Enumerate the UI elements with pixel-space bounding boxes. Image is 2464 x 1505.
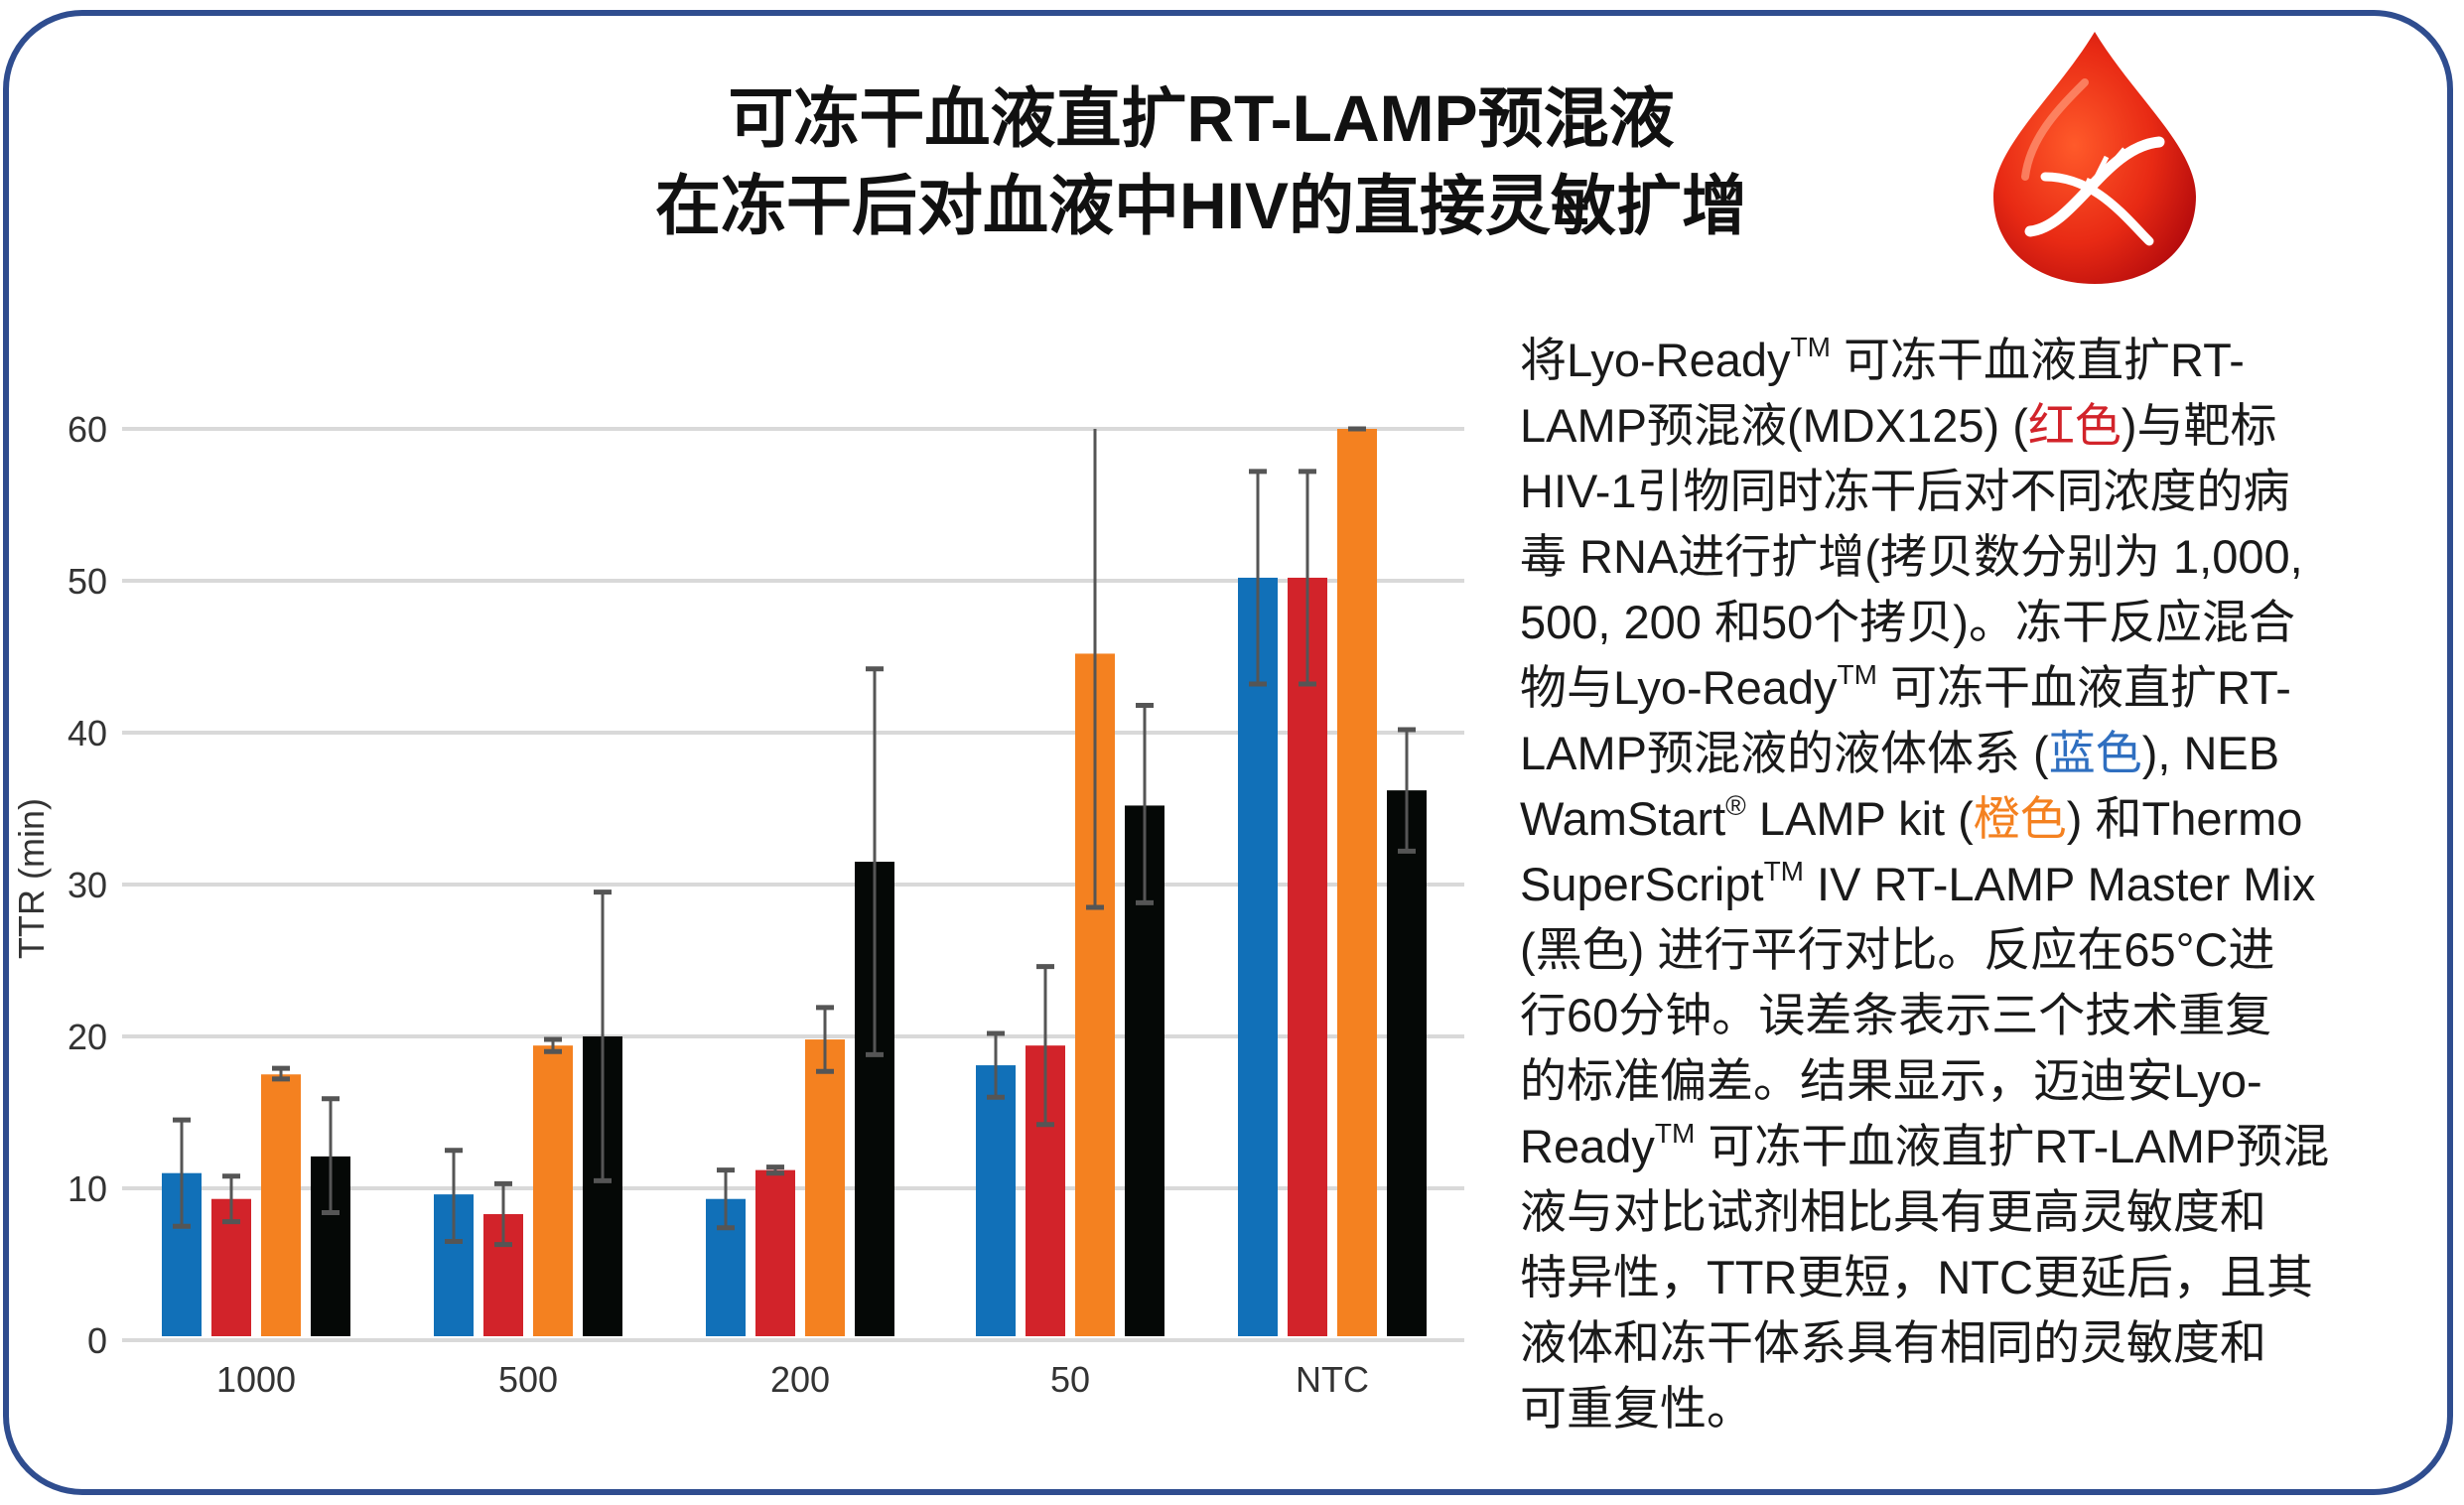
title-line-2: 在冻干后对血液中HIV的直接灵敏扩增	[654, 169, 1748, 242]
text-segment: 特异性，TTR更短，NTC更延后，且其	[1520, 1251, 2313, 1303]
superscript-mark: ®	[1725, 790, 1746, 821]
superscript-mark: TM	[1790, 332, 1831, 362]
paragraph-line: 特异性，TTR更短，NTC更延后，且其	[1520, 1245, 2453, 1310]
paragraph-line: 液体和冻干体系具有相同的灵敏度和	[1520, 1310, 2453, 1376]
text-segment: 可冻干血液直扩RT-	[1876, 661, 2291, 714]
bar	[1238, 577, 1278, 1336]
text-segment: HIV-1引物同时冻干后对不同浓度的病	[1520, 465, 2290, 517]
y-tick-label: 60	[68, 409, 107, 450]
bar	[1337, 429, 1377, 1336]
paragraph-line: WamStart® LAMP kit (橙色) 和Thermo	[1520, 786, 2453, 852]
x-tick-label: 50	[1050, 1359, 1090, 1400]
paragraph-line: 500, 200 和50个拷贝)。冻干反应混合	[1520, 590, 2453, 655]
text-segment: 液与对比试剂相比具有更高灵敏度和	[1520, 1185, 2266, 1238]
bar	[1288, 577, 1327, 1336]
y-tick-labels: 0 10 20 30 40 50 60	[68, 409, 107, 1361]
paragraph-line: 的标准偏差。结果显示，迈迪安Lyo-	[1520, 1048, 2453, 1114]
title-line-1: 可冻干血液直扩RT-LAMP预混液	[728, 81, 1675, 155]
text-segment: 液体和冻干体系具有相同的灵敏度和	[1520, 1316, 2266, 1369]
paragraph-line: 可重复性。	[1520, 1376, 2453, 1441]
paragraph-line: SuperScriptTM IV RT-LAMP Master Mix	[1520, 852, 2453, 917]
color-keyword: 蓝色	[2048, 727, 2142, 779]
x-tick-label: NTC	[1296, 1359, 1369, 1400]
text-segment: 行60分钟。误差条表示三个技术重复	[1520, 989, 2272, 1041]
error-bars	[173, 426, 1416, 1248]
text-segment: 可冻干血液直扩RT-	[1830, 334, 2245, 386]
bar	[755, 1169, 795, 1336]
paragraph-line: 物与Lyo-ReadyTM 可冻干血液直扩RT-	[1520, 655, 2453, 721]
text-segment: 毒 RNA进行扩增(拷贝数分别为 1,000,	[1520, 530, 2303, 583]
paragraph-line: 毒 RNA进行扩增(拷贝数分别为 1,000,	[1520, 524, 2453, 590]
y-tick-label: 10	[68, 1168, 107, 1209]
paragraph-line: 行60分钟。误差条表示三个技术重复	[1520, 983, 2453, 1048]
ttr-bar-chart: 0 10 20 30 40 50 60 1000 500 200 50 NTC TTR (min)	[11, 409, 1464, 1400]
text-segment: 将Lyo-Ready	[1520, 334, 1791, 386]
y-axis-label: TTR (min)	[11, 798, 52, 959]
text-segment: ) 和Thermo	[2066, 792, 2303, 845]
page-title: 可冻干血液直扩RT-LAMP预混液 在冻干后对血液中HIV的直接灵敏扩增	[417, 74, 1985, 249]
bar	[533, 1045, 573, 1336]
x-tick-label: 1000	[216, 1359, 296, 1400]
y-tick-label: 20	[68, 1017, 107, 1057]
superscript-mark: TM	[1763, 856, 1804, 887]
text-segment: ), NEB	[2141, 727, 2280, 779]
text-segment: Ready	[1520, 1120, 1655, 1172]
text-segment: 可冻干血液直扩RT-LAMP预混	[1695, 1120, 2330, 1172]
blood-drop-dna-icon	[1993, 32, 2196, 284]
text-segment: IV RT-LAMP Master Mix	[1804, 858, 2316, 910]
superscript-mark: TM	[1837, 659, 1877, 690]
paragraph-line: HIV-1引物同时冻干后对不同浓度的病	[1520, 459, 2453, 524]
superscript-mark: TM	[1654, 1118, 1696, 1149]
bar	[976, 1065, 1016, 1336]
text-segment: 物与Lyo-Ready	[1520, 661, 1838, 714]
y-tick-label: 50	[68, 561, 107, 602]
bar	[261, 1074, 301, 1336]
paragraph-line: LAMP预混液的液体体系 (蓝色), NEB	[1520, 721, 2453, 786]
color-keyword: 红色	[2027, 399, 2122, 452]
text-segment: LAMP预混液(MDX125) (	[1520, 399, 2028, 452]
x-tick-label: 500	[498, 1359, 558, 1400]
y-tick-label: 40	[68, 713, 107, 753]
text-segment: 的标准偏差。结果显示，迈迪安Lyo-	[1520, 1054, 2262, 1107]
text-segment: SuperScript	[1520, 858, 1764, 910]
description-paragraph: 将Lyo-ReadyTM 可冻干血液直扩RT- LAMP预混液(MDX125) (…	[1520, 328, 2453, 1441]
text-segment: (黑色) 进行平行对比。反应在65°C进	[1520, 923, 2275, 976]
x-tick-label: 200	[770, 1359, 830, 1400]
text-segment: LAMP kit (	[1745, 792, 1974, 845]
paragraph-line: LAMP预混液(MDX125) (红色)与靶标	[1520, 393, 2453, 459]
card-frame	[3, 10, 2453, 1495]
paragraph-line: ReadyTM 可冻干血液直扩RT-LAMP预混	[1520, 1114, 2453, 1179]
text-segment: 500, 200 和50个拷贝)。冻干反应混合	[1520, 596, 2295, 648]
paragraph-line: 液与对比试剂相比具有更高灵敏度和	[1520, 1179, 2453, 1245]
bar	[1387, 790, 1427, 1336]
y-tick-label: 0	[87, 1320, 107, 1361]
text-segment: )与靶标	[2121, 399, 2277, 452]
bar	[805, 1039, 845, 1336]
text-segment: 可重复性。	[1520, 1382, 1753, 1435]
color-keyword: 橙色	[1973, 792, 2067, 845]
paragraph-line: 将Lyo-ReadyTM 可冻干血液直扩RT-	[1520, 328, 2453, 393]
text-segment: LAMP预混液的液体体系 (	[1520, 727, 2049, 779]
y-tick-label: 30	[68, 865, 107, 905]
paragraph-line: (黑色) 进行平行对比。反应在65°C进	[1520, 917, 2453, 983]
text-segment: WamStart	[1520, 792, 1726, 845]
x-tick-labels: 1000 500 200 50 NTC	[216, 1359, 1369, 1400]
